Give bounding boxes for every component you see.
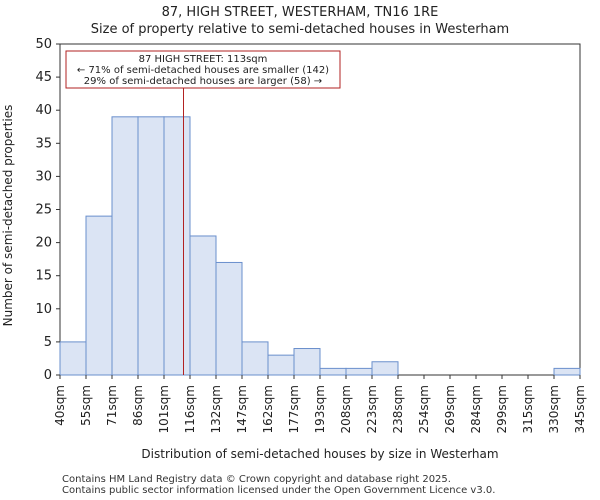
bar [111, 116, 139, 376]
y-axis-label: Number of semi-detached properties [1, 105, 15, 327]
y-tick-label: 0 [44, 368, 52, 383]
x-tick-label: 55sqm [79, 385, 93, 426]
bar [59, 341, 87, 376]
annotation-line-3: 29% of semi-detached houses are larger (… [84, 76, 322, 87]
bar [345, 367, 373, 376]
x-tick-label: 132sqm [209, 385, 223, 433]
bar [241, 341, 269, 376]
y-tick-label: 45 [35, 70, 52, 85]
x-tick-label: 223sqm [365, 385, 379, 433]
bar [267, 354, 295, 376]
bar [163, 116, 191, 376]
y-tick-label: 15 [35, 269, 52, 284]
y-tick-label: 30 [35, 169, 52, 184]
x-tick-label: 284sqm [469, 385, 483, 433]
x-tick-label: 254sqm [417, 385, 431, 433]
bar [319, 367, 347, 376]
y-tick-label: 35 [35, 136, 52, 151]
bar [371, 361, 399, 376]
footer-line-2: Contains public sector information licen… [62, 485, 496, 496]
annotation-line-1: 87 HIGH STREET: 113sqm [139, 54, 268, 65]
bar [215, 261, 243, 376]
x-tick-label: 86sqm [131, 385, 145, 426]
x-tick-label: 238sqm [391, 385, 405, 433]
x-tick-label: 147sqm [235, 385, 249, 433]
x-tick-label: 40sqm [53, 385, 67, 426]
y-tick-label: 50 [35, 37, 52, 52]
annotation-box [65, 50, 341, 89]
x-axis-label: Distribution of semi-detached houses by … [141, 447, 498, 461]
chart-title: 87, HIGH STREET, WESTERHAM, TN16 1RE [161, 5, 439, 20]
annotation-line-2: ← 71% of semi-detached houses are smalle… [77, 65, 329, 76]
x-tick-label: 116sqm [183, 385, 197, 433]
footer-line-1: Contains HM Land Registry data © Crown c… [62, 474, 451, 485]
x-tick-label: 193sqm [313, 385, 327, 433]
x-tick-label: 208sqm [339, 385, 353, 433]
bar [553, 367, 581, 376]
x-tick-label: 101sqm [157, 385, 171, 433]
bar [85, 215, 113, 376]
y-tick-label: 20 [35, 236, 52, 251]
x-tick-label: 299sqm [495, 385, 509, 433]
bar [189, 235, 217, 376]
bar [293, 348, 321, 376]
x-tick-label: 269sqm [443, 385, 457, 433]
x-tick-label: 345sqm [573, 385, 587, 433]
chart-subtitle: Size of property relative to semi-detach… [90, 22, 510, 37]
x-tick-label: 330sqm [547, 385, 561, 433]
x-tick-label: 162sqm [261, 385, 275, 433]
y-tick-label: 5 [44, 335, 52, 350]
x-tick-label: 315sqm [521, 385, 535, 433]
y-tick-label: 10 [35, 302, 52, 317]
x-tick-label: 177sqm [287, 385, 301, 433]
x-tick-label: 71sqm [105, 385, 119, 426]
y-tick-label: 25 [35, 203, 52, 218]
bar [137, 116, 165, 376]
y-tick-label: 40 [35, 103, 52, 118]
